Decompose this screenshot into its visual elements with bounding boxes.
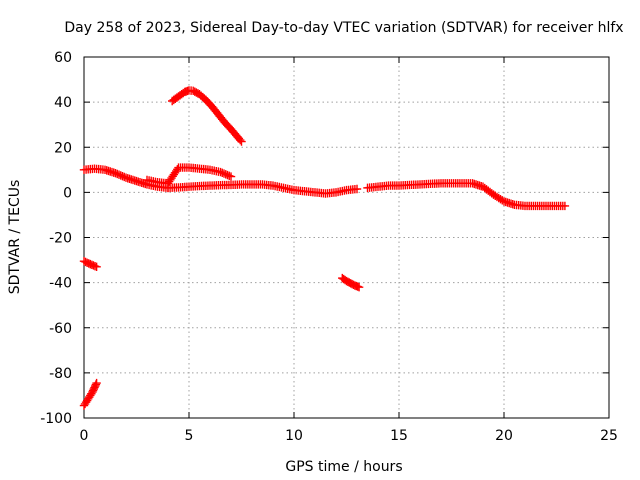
y-tick-label: -60 — [49, 321, 72, 337]
y-axis-label: SDTVAR / TECUs — [7, 180, 23, 295]
x-tick-label: 20 — [495, 428, 513, 444]
data-point — [79, 256, 89, 266]
x-tick-label: 5 — [185, 428, 194, 444]
y-tick-label: -20 — [49, 231, 72, 247]
series-segment-main-mid — [163, 180, 362, 198]
series-segment-arc — [168, 86, 246, 146]
data-point — [237, 137, 246, 146]
series-segment-secondary — [142, 163, 236, 188]
x-tick-label: 10 — [285, 428, 303, 444]
axis-ticks: 0 5 10 15 20 25 -100 -80 -60 -40 -20 0 20 40 60 — [40, 50, 618, 444]
data-marks — [79, 86, 570, 410]
y-tick-label: -80 — [49, 366, 72, 382]
y-tick-label: 40 — [54, 95, 72, 111]
y-tick-label: 0 — [63, 185, 72, 201]
data-point — [354, 282, 364, 292]
data-point — [352, 184, 362, 194]
series-segment-main-early — [79, 164, 173, 193]
series-segment-main-late — [363, 179, 570, 211]
data-point — [92, 378, 101, 388]
y-tick-label: 20 — [54, 140, 72, 156]
data-point — [235, 135, 245, 145]
data-point — [81, 257, 90, 267]
x-tick-label: 15 — [390, 428, 408, 444]
series-segment-neg40 — [338, 273, 364, 292]
x-tick-label: 0 — [80, 428, 89, 444]
chart-title: Day 258 of 2023, Sidereal Day-to-day VTE… — [64, 20, 623, 36]
data-point — [226, 172, 236, 181]
x-axis-label: GPS time / hours — [285, 459, 402, 475]
x-tick-label: 25 — [600, 428, 618, 444]
y-tick-label: 60 — [54, 50, 72, 66]
data-point — [92, 262, 101, 272]
y-tick-label: -100 — [40, 411, 72, 427]
series-segment-neg30 — [79, 256, 101, 272]
data-point — [560, 201, 570, 211]
y-tick-label: -40 — [49, 276, 72, 292]
grid — [84, 57, 609, 418]
series-segment-neg90 — [79, 378, 101, 410]
